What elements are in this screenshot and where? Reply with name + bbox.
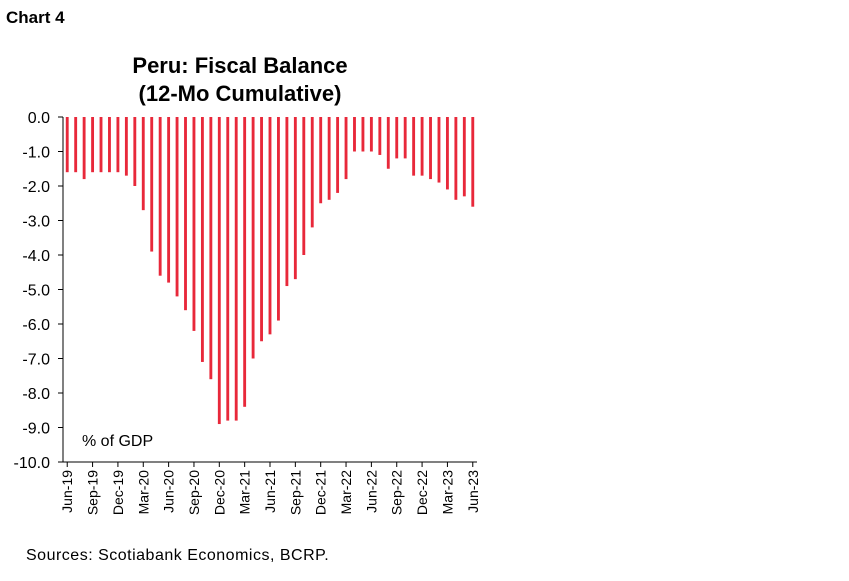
x-tick-label: Dec-19 bbox=[110, 470, 126, 515]
bar-Feb-23 bbox=[437, 117, 441, 183]
unit-label: % of GDP bbox=[82, 433, 153, 450]
bar-Jun-20 bbox=[167, 117, 171, 283]
bar-Aug-21 bbox=[285, 117, 289, 287]
bar-Dec-19 bbox=[116, 117, 120, 173]
x-tick-label: Sep-20 bbox=[186, 470, 202, 515]
bar-Oct-22 bbox=[403, 117, 407, 159]
bar-Mar-22 bbox=[344, 117, 348, 180]
bar-Oct-20 bbox=[200, 117, 204, 362]
bar-Sep-20 bbox=[192, 117, 196, 331]
chart-title: Peru: Fiscal Balance (12-Mo Cumulative) bbox=[40, 52, 440, 108]
x-tick-label: Mar-22 bbox=[338, 470, 354, 515]
x-tick-label: Mar-20 bbox=[135, 470, 151, 515]
y-tick-label: 0.0 bbox=[28, 110, 50, 127]
bar-May-20 bbox=[158, 117, 162, 276]
y-tick-label: -9.0 bbox=[22, 421, 50, 438]
bar-Feb-21 bbox=[234, 117, 238, 421]
x-tick-label: Sep-21 bbox=[287, 470, 303, 515]
sources-note: Sources: Scotiabank Economics, BCRP. bbox=[26, 547, 330, 564]
y-tick-label: -5.0 bbox=[22, 283, 50, 300]
bar-Jul-19 bbox=[74, 117, 78, 173]
bar-Jun-19 bbox=[65, 117, 69, 173]
bar-Aug-22 bbox=[386, 117, 390, 169]
bar-Apr-21 bbox=[251, 117, 255, 359]
bar-Nov-21 bbox=[310, 117, 314, 228]
bar-Jun-22 bbox=[369, 117, 373, 152]
bar-Jan-23 bbox=[429, 117, 432, 180]
bar-Sep-19 bbox=[91, 117, 95, 173]
bar-Nov-22 bbox=[412, 117, 416, 176]
bar-Aug-20 bbox=[184, 117, 187, 311]
bar-Jan-22 bbox=[327, 117, 331, 200]
x-tick-label: Jun-19 bbox=[59, 470, 75, 513]
bar-Apr-23 bbox=[454, 117, 458, 200]
y-tick-label: -7.0 bbox=[22, 352, 50, 369]
bar-Sep-22 bbox=[395, 117, 399, 159]
bar-Aug-19 bbox=[82, 117, 86, 180]
y-tick-label: -3.0 bbox=[22, 214, 50, 231]
bar-Dec-21 bbox=[319, 117, 323, 204]
x-tick-label: Mar-21 bbox=[237, 470, 253, 515]
y-tick-label: -2.0 bbox=[22, 179, 50, 196]
bar-Jan-21 bbox=[226, 117, 230, 421]
x-tick-label: Jun-23 bbox=[465, 470, 481, 513]
y-tick-label: -10.0 bbox=[14, 455, 51, 472]
bar-Jun-23 bbox=[471, 117, 475, 207]
bar-Feb-20 bbox=[133, 117, 137, 186]
bar-Mar-23 bbox=[445, 117, 449, 190]
bar-May-21 bbox=[260, 117, 263, 342]
y-tick-label: -8.0 bbox=[22, 386, 50, 403]
chart-label: Chart 4 bbox=[6, 8, 65, 27]
x-tick-label: Dec-22 bbox=[414, 470, 430, 515]
x-tick-label: Jun-20 bbox=[161, 470, 177, 513]
bar-May-22 bbox=[361, 117, 365, 152]
x-axis: Jun-19 Sep-19 Dec-19 Mar-20 Jun-20 Sep-20 Dec-… bbox=[59, 461, 481, 515]
bar-Oct-21 bbox=[302, 117, 306, 255]
x-tick-label: Jun-22 bbox=[363, 470, 379, 513]
chart-title-line-2: (12-Mo Cumulative) bbox=[138, 81, 342, 106]
bar-May-23 bbox=[462, 117, 466, 197]
x-tick-label: Mar-23 bbox=[439, 470, 455, 515]
bar-Apr-20 bbox=[150, 117, 154, 252]
bar-Sep-21 bbox=[293, 117, 297, 280]
y-tick-label: -6.0 bbox=[22, 317, 50, 334]
x-tick-label: Dec-21 bbox=[313, 470, 329, 515]
bar-Jul-22 bbox=[378, 117, 382, 155]
bar-Apr-22 bbox=[353, 117, 356, 152]
bar-Oct-19 bbox=[99, 117, 103, 173]
x-tick-label: Sep-19 bbox=[85, 470, 101, 515]
bar-Jun-21 bbox=[268, 117, 272, 335]
bar-Mar-21 bbox=[243, 117, 247, 407]
x-tick-label: Dec-20 bbox=[211, 470, 227, 515]
bar-Nov-19 bbox=[108, 117, 111, 173]
y-tick-label: -4.0 bbox=[22, 248, 50, 265]
bar-Dec-22 bbox=[420, 117, 424, 176]
x-tick-label: Sep-22 bbox=[389, 470, 405, 515]
bar-Feb-22 bbox=[336, 117, 340, 193]
x-tick-label: Jun-21 bbox=[262, 470, 278, 513]
bar-Jan-20 bbox=[124, 117, 128, 176]
bar-Nov-20 bbox=[209, 117, 213, 380]
bar-Jul-20 bbox=[175, 117, 179, 297]
bar-Jul-21 bbox=[277, 117, 280, 321]
bar-Dec-20 bbox=[217, 117, 221, 425]
bar-Mar-20 bbox=[141, 117, 145, 211]
bar-series bbox=[65, 117, 475, 425]
y-axis: 0.0 -1.0 -2.0 -3.0 -4.0 -5.0 -6.0 -7.0 -8.0 -9.0 -… bbox=[14, 110, 64, 472]
y-tick-label: -1.0 bbox=[22, 145, 50, 162]
chart-title-line-1: Peru: Fiscal Balance bbox=[132, 53, 348, 78]
